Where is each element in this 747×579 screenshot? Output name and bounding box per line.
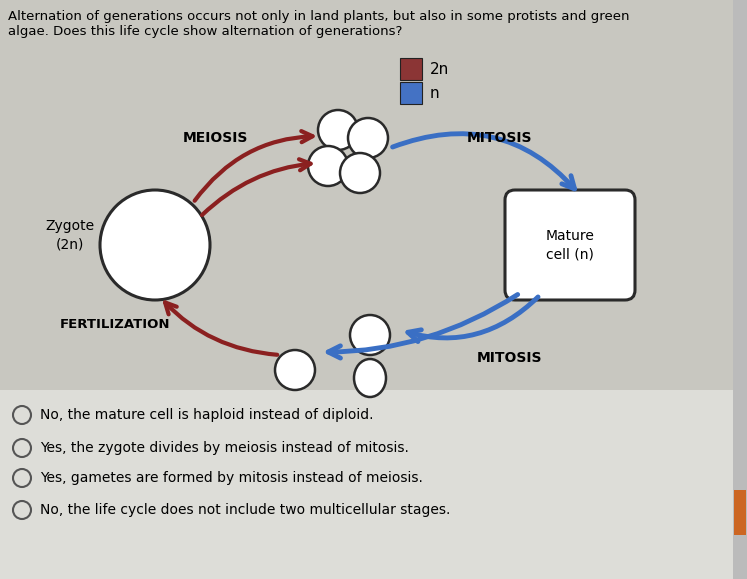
Circle shape bbox=[318, 110, 358, 150]
Bar bbox=[734, 490, 746, 535]
FancyArrowPatch shape bbox=[195, 131, 312, 201]
Text: Alternation of generations occurs not only in land plants, but also in some prot: Alternation of generations occurs not on… bbox=[8, 10, 630, 38]
Text: MITOSIS: MITOSIS bbox=[477, 351, 543, 365]
Circle shape bbox=[275, 350, 315, 390]
Text: No, the life cycle does not include two multicellular stages.: No, the life cycle does not include two … bbox=[40, 503, 450, 517]
Text: Mature
cell (n): Mature cell (n) bbox=[545, 229, 595, 261]
FancyArrowPatch shape bbox=[408, 297, 538, 342]
Text: Yes, gametes are formed by mitosis instead of meiosis.: Yes, gametes are formed by mitosis inste… bbox=[40, 471, 423, 485]
FancyArrowPatch shape bbox=[328, 295, 518, 358]
FancyArrowPatch shape bbox=[165, 302, 277, 355]
Text: n: n bbox=[430, 86, 440, 101]
Bar bbox=[0, 390, 747, 579]
Bar bbox=[0, 0, 747, 390]
Ellipse shape bbox=[354, 359, 386, 397]
Bar bbox=[733, 0, 747, 579]
FancyArrowPatch shape bbox=[202, 159, 311, 215]
Circle shape bbox=[100, 190, 210, 300]
Text: Yes, the zygote divides by meiosis instead of mitosis.: Yes, the zygote divides by meiosis inste… bbox=[40, 441, 409, 455]
Circle shape bbox=[340, 153, 380, 193]
Text: MITOSIS: MITOSIS bbox=[468, 131, 533, 145]
Circle shape bbox=[348, 118, 388, 158]
Text: 2n: 2n bbox=[430, 61, 449, 76]
Text: Zygote
(2n): Zygote (2n) bbox=[46, 219, 95, 251]
FancyBboxPatch shape bbox=[505, 190, 635, 300]
Text: MEIOSIS: MEIOSIS bbox=[182, 131, 248, 145]
Bar bbox=[400, 58, 422, 80]
Text: No, the mature cell is haploid instead of diploid.: No, the mature cell is haploid instead o… bbox=[40, 408, 374, 422]
Circle shape bbox=[308, 146, 348, 186]
Text: FERTILIZATION: FERTILIZATION bbox=[60, 318, 170, 332]
FancyArrowPatch shape bbox=[393, 134, 574, 189]
Circle shape bbox=[350, 315, 390, 355]
Bar bbox=[400, 82, 422, 104]
